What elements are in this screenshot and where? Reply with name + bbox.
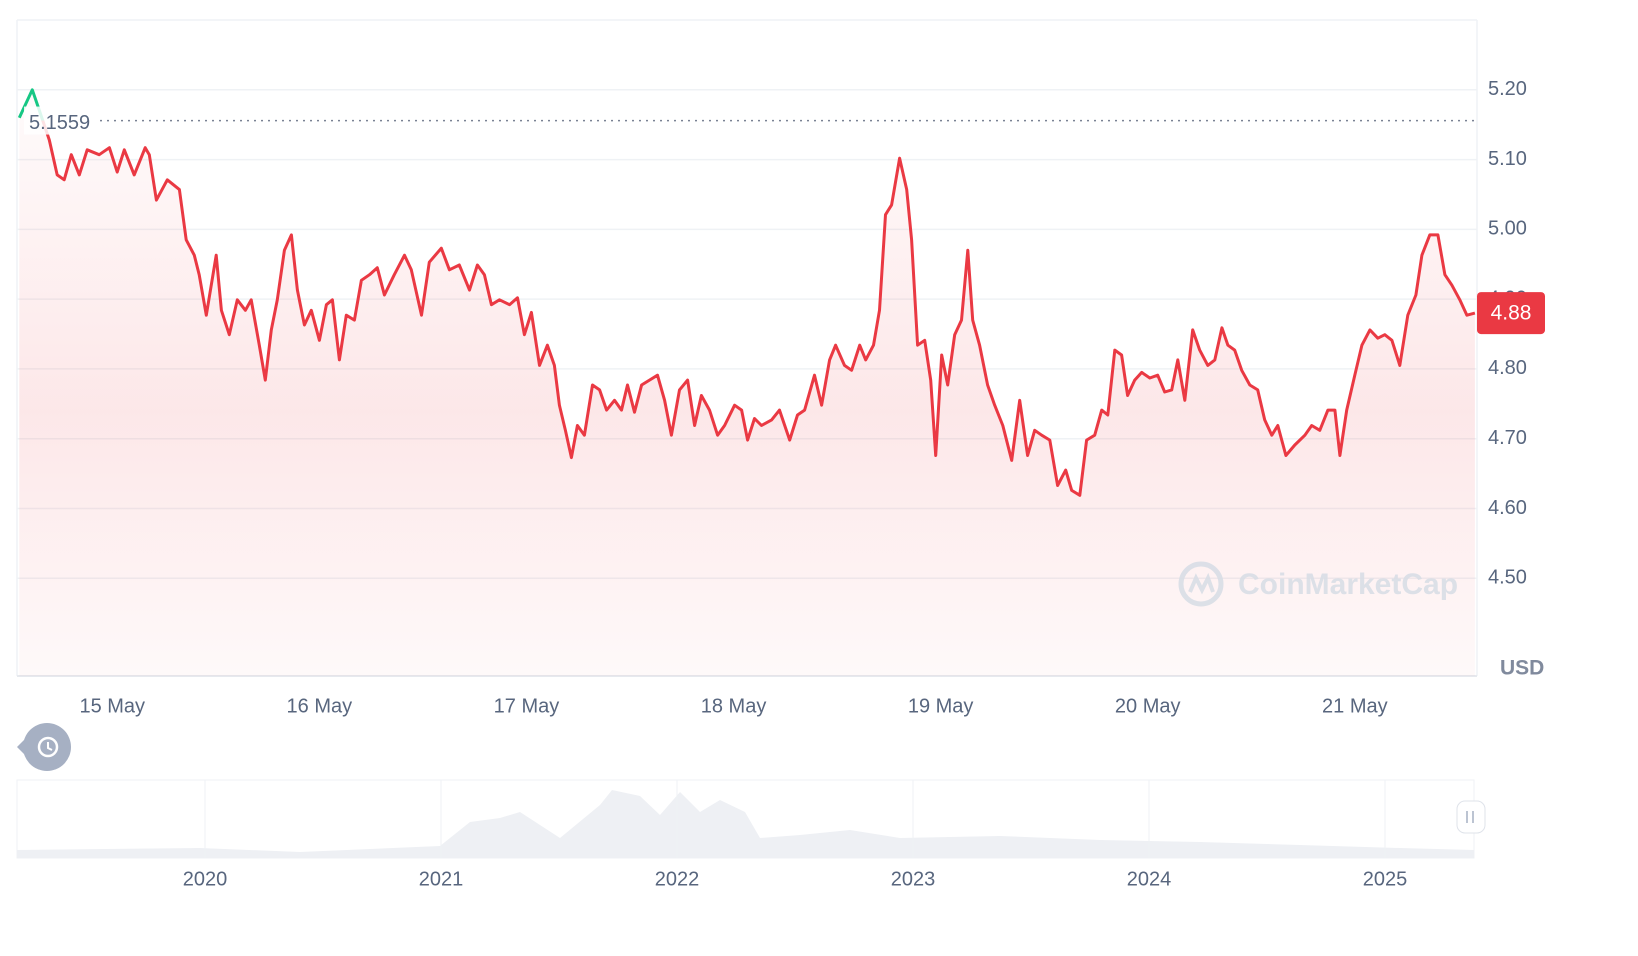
history-icon-hands <box>47 742 53 751</box>
watermark-logo <box>1178 561 1224 607</box>
navigator-label: 2024 <box>1127 868 1172 890</box>
x-tick-label: 21 May <box>1322 695 1388 717</box>
y-tick-label: 5.00 <box>1488 218 1527 240</box>
y-tick-label: 5.10 <box>1488 148 1527 170</box>
y-tick-label: 4.70 <box>1488 427 1527 449</box>
navigator-handle[interactable] <box>1456 800 1486 834</box>
y-tick-label: 4.60 <box>1488 497 1527 519</box>
navigator-labels: 2020 2021 2022 2023 2024 2025 <box>183 780 1408 890</box>
navigator-label: 2022 <box>655 868 700 890</box>
x-tick-label: 20 May <box>1115 695 1181 717</box>
watermark: CoinMarketCap <box>1178 561 1458 607</box>
current-price-label: 4.88 <box>1491 302 1532 325</box>
price-line <box>17 88 1476 497</box>
navigator-label: 2020 <box>183 868 228 890</box>
watermark-text: CoinMarketCap <box>1238 568 1458 601</box>
y-tick-label: 4.80 <box>1488 357 1527 379</box>
y-tick-label: 4.50 <box>1488 567 1527 589</box>
unit-label: USD <box>1500 657 1544 680</box>
navigator-label: 2023 <box>891 868 936 890</box>
x-tick-label: 18 May <box>701 695 767 717</box>
x-tick-label: 15 May <box>79 695 145 717</box>
navigator-area <box>17 790 1474 858</box>
reference-label: 5.1559 <box>29 112 90 134</box>
navigator: 2020 2021 2022 2023 2024 2025 <box>16 779 1486 890</box>
x-tick-label: 17 May <box>494 695 560 717</box>
navigator-label: 2021 <box>419 868 464 890</box>
history-button[interactable] <box>17 723 71 771</box>
x-tick-label: 16 May <box>287 695 353 717</box>
navigator-label: 2025 <box>1363 868 1408 890</box>
watermark-logo-mark <box>1188 572 1215 595</box>
navigator-handle-grip <box>1466 811 1474 823</box>
x-tick-label: 19 May <box>908 695 974 717</box>
reference-label-bg <box>24 106 100 135</box>
history-icon <box>37 736 59 758</box>
price-area <box>19 89 1475 677</box>
y-tick-label: 5.20 <box>1488 78 1527 100</box>
current-price-badge <box>1477 292 1545 335</box>
